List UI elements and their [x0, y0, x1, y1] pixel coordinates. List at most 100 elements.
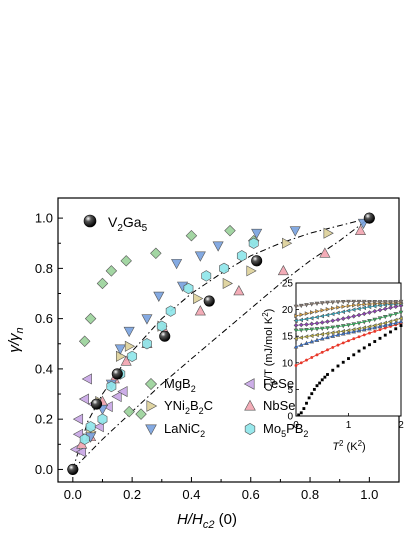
inset-field-point — [382, 322, 388, 328]
lanic2-point — [194, 251, 206, 262]
fese-point — [72, 413, 84, 425]
inset-field-point — [293, 328, 299, 333]
inset-field-point — [335, 310, 340, 316]
inset-zero-field-point — [312, 387, 316, 391]
mo5pb2-point — [201, 270, 212, 282]
legend-yni2b2c-label: YNi2B2C — [164, 398, 213, 416]
inset-field-point — [309, 327, 315, 332]
inset-field-point — [293, 318, 298, 323]
inset-field-point — [304, 327, 309, 333]
inset-zero-field-point — [383, 333, 387, 337]
legend-fese-marker — [243, 378, 255, 390]
inset-field-point — [324, 312, 330, 318]
inset-field-point — [356, 299, 362, 305]
inset-field-point — [319, 336, 325, 341]
inset-field-point — [319, 320, 325, 325]
inset-field-point — [299, 312, 304, 318]
inset-field-point — [382, 320, 387, 326]
guide-line-lower — [72, 217, 370, 470]
inset-field-point — [330, 311, 335, 317]
main-y-tick-label: 0.2 — [35, 412, 53, 427]
mo5pb2-point — [97, 413, 108, 425]
inset-field-point — [393, 300, 399, 305]
inset-y-tick-label: 15 — [282, 332, 294, 343]
inset-field-point — [398, 299, 404, 305]
inset-field-point — [383, 326, 387, 330]
inset-field-point — [351, 322, 357, 327]
mgb2-point — [150, 247, 162, 260]
inset-field-point — [298, 322, 304, 328]
inset-field-point — [367, 299, 372, 305]
legend-lanic2-label: LaNiC2 — [164, 421, 205, 439]
lanic2-point — [114, 344, 126, 355]
inset-field-point — [346, 299, 351, 305]
inset-field-point — [340, 309, 345, 315]
inset-field-point — [388, 305, 393, 311]
inset-field-point — [356, 326, 361, 332]
fese-point — [111, 391, 122, 403]
inset-y-tick-label: 0 — [287, 412, 293, 423]
main-x-tick-label: 0.0 — [64, 487, 82, 502]
inset-field-point — [319, 313, 324, 319]
inset-field-point — [388, 313, 393, 318]
mo5pb2-point — [85, 421, 96, 433]
inset-field-point — [304, 340, 309, 346]
main-y-tick-label: 0.8 — [35, 261, 53, 276]
mgb2-point — [135, 408, 147, 420]
inset-field-point — [310, 310, 315, 315]
inset-field-point — [335, 317, 341, 323]
inset-field-point — [326, 348, 329, 352]
inset-field-point — [293, 322, 299, 328]
inset-zero-field-point — [331, 368, 335, 372]
inset-y-tick-label: 10 — [282, 358, 294, 369]
nbse2-point — [194, 305, 206, 316]
inset-y-tick-label: 25 — [282, 279, 294, 290]
inset-field-point — [382, 314, 388, 320]
nbse2-point — [120, 355, 132, 366]
main-x-tick-label: 0.4 — [182, 487, 200, 502]
inset-x-label: T2 (K2) — [332, 439, 365, 453]
inset-zero-field-point — [336, 364, 340, 368]
inset-field-point — [299, 361, 303, 365]
inset-field-point — [356, 321, 362, 326]
inset-zero-field-point — [357, 349, 361, 353]
mo5pb2-point — [183, 282, 194, 295]
legend-main: V2Ga5 — [83, 214, 148, 234]
inset-field-point — [330, 325, 336, 330]
inset-field-point — [304, 303, 309, 308]
inset-field-point — [303, 316, 309, 322]
inset-field-point — [362, 333, 366, 337]
v2ga5-point — [203, 295, 215, 307]
inset-field-point — [361, 311, 367, 317]
inset-y-tick-label: 20 — [282, 305, 294, 316]
inset-field-point — [382, 300, 388, 305]
inset-field-point — [398, 319, 404, 324]
inset-field-point — [398, 310, 404, 315]
main-axis-ticks: 0.0 0.2 0.4 0.6 0.8 1.0 0.0 0.2 0.4 0.6 0.8 1.0 — [35, 211, 378, 502]
lanic2-point — [289, 226, 301, 237]
inset-field-point — [335, 324, 341, 330]
mgb2-point — [84, 312, 97, 325]
inset-field-point — [298, 335, 303, 340]
yni2b2c-point — [222, 277, 233, 289]
inset-field-point — [341, 341, 345, 345]
inset-field-point — [325, 334, 330, 340]
inset-zero-field-point — [341, 360, 345, 364]
inset-zero-field-point — [310, 392, 314, 396]
inset-field-point — [346, 330, 351, 335]
legend-mgb2-marker — [144, 377, 158, 391]
inset-field-point — [352, 302, 357, 308]
mo5pb2-point — [236, 250, 247, 262]
inset-field-point — [319, 326, 325, 331]
inset-field-point — [357, 302, 362, 308]
inset-field-point — [314, 337, 320, 342]
inset-zero-field-point — [305, 401, 308, 405]
main-x-tick-label: 0.8 — [301, 487, 319, 502]
mgb2-point — [78, 335, 91, 347]
legend-yni2b2c-marker — [146, 400, 158, 412]
inset-field-point — [345, 308, 351, 314]
lanic2-point — [153, 291, 165, 302]
legend-v2ga5-marker — [83, 214, 97, 228]
inset-field-point — [298, 303, 304, 309]
inset-field-point — [347, 339, 350, 343]
